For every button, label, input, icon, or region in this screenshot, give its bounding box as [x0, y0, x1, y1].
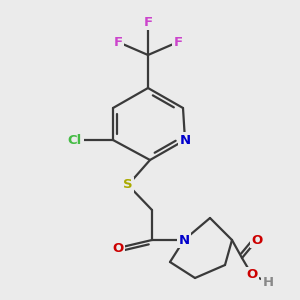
- Text: H: H: [262, 275, 274, 289]
- Text: N: N: [178, 233, 190, 247]
- Text: F: F: [113, 35, 123, 49]
- Text: O: O: [246, 268, 258, 281]
- Text: N: N: [179, 134, 191, 146]
- Text: Cl: Cl: [68, 134, 82, 146]
- Text: F: F: [143, 16, 153, 28]
- Text: O: O: [112, 242, 124, 254]
- Text: O: O: [251, 233, 262, 247]
- Text: S: S: [123, 178, 133, 191]
- Text: F: F: [173, 35, 183, 49]
